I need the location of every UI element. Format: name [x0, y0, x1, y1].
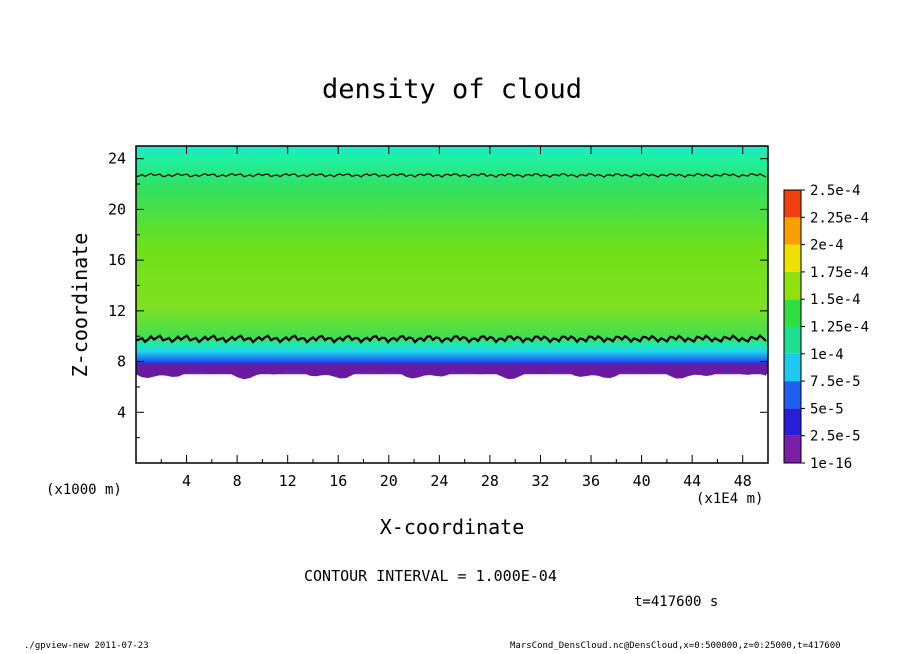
y-tick-label: 20	[108, 200, 126, 218]
x-tick-label: 44	[683, 472, 701, 490]
footer-source: MarsCond_DensCloud.nc@DensCloud,x=0:5000…	[510, 641, 841, 651]
colorbar-label: 5e-5	[810, 401, 844, 417]
y-axis-unit: (x1000 m)	[46, 482, 122, 498]
y-tick-label: 24	[108, 150, 126, 168]
colorbar-swatch	[784, 244, 801, 272]
x-tick-label: 28	[481, 472, 499, 490]
colorbar-label: 1e-16	[810, 456, 852, 472]
colorbar-swatch	[784, 190, 801, 218]
contour-interval-note: CONTOUR INTERVAL = 1.000E-04	[304, 567, 557, 585]
colorbar-swatch	[784, 435, 801, 463]
colorbar-swatch	[784, 408, 801, 436]
colorbar-swatch	[784, 217, 801, 245]
colorbar-swatch	[784, 271, 801, 300]
chart-title: density of cloud	[321, 74, 583, 105]
x-tick-label: 48	[734, 472, 752, 490]
contour-line	[135, 334, 767, 344]
colorbar-label: 1.5e-4	[810, 292, 861, 308]
colorbar-label: 7.5e-5	[810, 374, 861, 390]
y-tick-label: 8	[117, 353, 126, 371]
x-tick-label: 40	[633, 472, 651, 490]
colorbar-label: 2.25e-4	[810, 210, 869, 226]
plot-area	[135, 146, 768, 380]
time-stamp: t=417600 s	[634, 594, 719, 610]
plot-frame	[135, 145, 769, 464]
x-tick-label: 32	[531, 472, 549, 490]
x-axis-label: X-coordinate	[379, 515, 525, 539]
x-tick-label: 24	[430, 472, 448, 490]
colorbar-label: 2e-4	[810, 238, 844, 254]
x-tick-label: 20	[380, 472, 398, 490]
colorbar-swatch	[784, 299, 801, 327]
contour-line	[135, 172, 767, 178]
y-tick-label: 12	[108, 302, 126, 320]
x-tick-label: 8	[233, 472, 242, 490]
colorbar: 1e-16 2.5e-5 5e-5 7.5e-5 1e-4 1.25e-4 1.5e-4 1.…	[783, 183, 869, 472]
x-tick-label: 16	[329, 472, 347, 490]
colorbar-label: 2.5e-5	[810, 429, 861, 445]
y-tick-label: 4	[117, 403, 126, 421]
x-tick-label: 36	[582, 472, 600, 490]
colorbar-label: 2.5e-4	[810, 183, 861, 199]
footer-program-date: ./gpview-new 2011-07-23	[24, 641, 149, 651]
colorbar-swatch	[784, 381, 801, 409]
y-tick-label: 16	[108, 251, 126, 269]
colorbar-swatch	[784, 326, 801, 354]
x-axis-unit: (x1E4 m)	[696, 491, 764, 507]
colorbar-label: 1.25e-4	[810, 320, 869, 336]
x-tick-label: 4	[182, 472, 191, 490]
y-axis-label: Z-coordinate	[68, 232, 92, 378]
cloud-base-edge	[136, 364, 768, 380]
colorbar-label: 1e-4	[810, 347, 844, 363]
colorbar-swatch	[784, 353, 801, 382]
colorbar-label: 1.75e-4	[810, 265, 869, 281]
x-tick-label: 12	[279, 472, 297, 490]
